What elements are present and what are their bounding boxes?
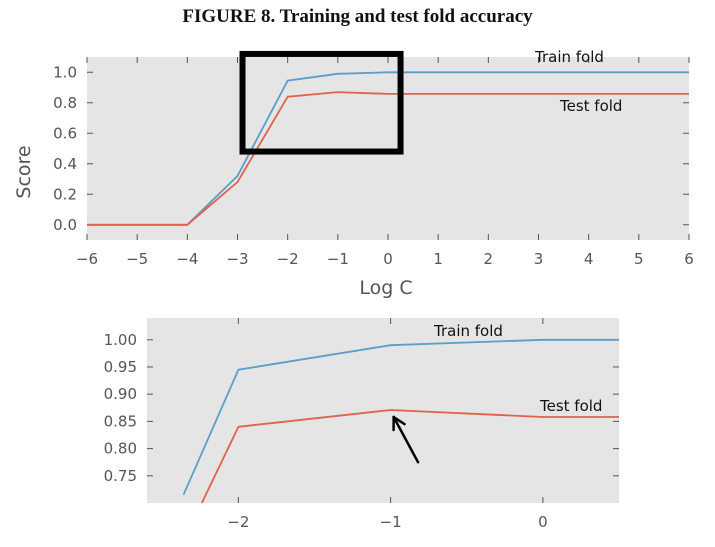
panel1-xtick-label: 4 xyxy=(584,250,594,268)
panel2-xtick-label: 0 xyxy=(538,513,548,531)
panel1-ytick-label: 1.0 xyxy=(53,63,77,81)
panel1-xtick-label: 5 xyxy=(634,250,644,268)
panel1-series-label: Test fold xyxy=(559,97,622,115)
panel2-xtick-label: −2 xyxy=(227,513,249,531)
panel2-ytick-label: 0.85 xyxy=(104,412,137,430)
panel1-xtick-label: −4 xyxy=(176,250,198,268)
panel2-ytick-label: 1.00 xyxy=(104,331,137,349)
panel1-xtick-label: 0 xyxy=(383,250,393,268)
panel2-ytick-label: 0.75 xyxy=(104,467,137,485)
panel2-series-group xyxy=(182,338,619,503)
panel2-arrow-shaft xyxy=(392,415,420,464)
panel1-ytick-label: 0.8 xyxy=(53,94,77,112)
panel1-ytick-label: 0.4 xyxy=(53,155,77,173)
panel1-xtick-label: −6 xyxy=(76,250,98,268)
panel2-series-label: Train fold xyxy=(433,322,503,340)
panel1-xtick-label: −3 xyxy=(226,250,248,268)
panel1-series-group xyxy=(87,71,689,226)
panel1-xtick-label: 3 xyxy=(534,250,544,268)
panel1-ytick-label: 0.0 xyxy=(53,216,77,234)
panel2-ytick-label: 0.90 xyxy=(104,385,137,403)
panel1-test-line xyxy=(87,91,689,226)
panel1-xtick-label: −5 xyxy=(126,250,148,268)
panel1-ytick-label: 0.2 xyxy=(53,185,77,203)
panel2-ytick-label: 0.95 xyxy=(104,358,137,376)
panel1-xtick-label: 1 xyxy=(433,250,443,268)
panel1-x-axis-label: Log C xyxy=(359,277,412,299)
panel1-y-axis-label: Score xyxy=(13,145,35,198)
panel1-xtick-label: −2 xyxy=(277,250,299,268)
panel1-series-label: Train fold xyxy=(534,48,604,66)
panel1-highlight-box xyxy=(239,50,404,155)
panel1-plot-area xyxy=(87,57,689,240)
panel2-xtick-label: −1 xyxy=(380,513,402,531)
panel1-xtick-label: 2 xyxy=(484,250,494,268)
panel2-test-line xyxy=(200,409,619,503)
panel1-ytick-label: 0.6 xyxy=(53,124,77,142)
figure-title: FIGURE 8. Training and test fold accurac… xyxy=(182,6,533,27)
panel2-arrow-head xyxy=(392,415,406,426)
panel2-series-label: Test fold xyxy=(539,397,602,415)
panel2-train-line xyxy=(182,338,619,496)
panel1-xtick-label: −1 xyxy=(327,250,349,268)
panel1-xtick-label: 6 xyxy=(684,250,694,268)
panel2-ytick-label: 0.80 xyxy=(104,440,137,458)
